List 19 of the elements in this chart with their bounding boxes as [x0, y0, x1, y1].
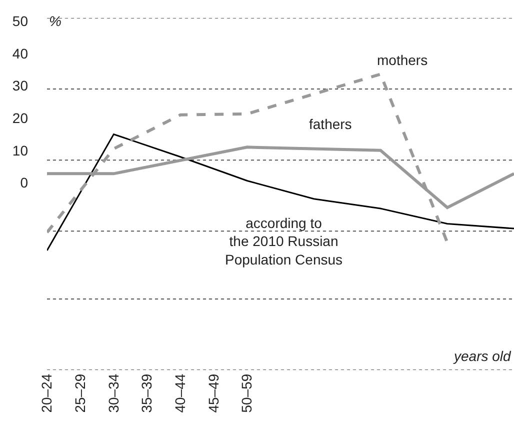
x-axis-title: years old [453, 348, 512, 364]
series-label: fathers [309, 116, 352, 132]
y-tick-label: 10 [12, 142, 28, 158]
y-tick-label: 50 [12, 13, 28, 30]
y-tick-label: 40 [12, 45, 28, 62]
x-tick-label: 45–49 [205, 374, 222, 413]
x-tick-label: 25–29 [72, 374, 88, 413]
x-tick-label: 30–34 [105, 374, 122, 413]
line-series [47, 134, 514, 252]
x-tick-label: 40–44 [172, 374, 188, 413]
y-tick-label: 0 [20, 174, 28, 191]
x-tick-label: 20–24 [38, 374, 55, 413]
series-label: mothers [377, 52, 428, 68]
x-tick-label: 50–59 [238, 374, 255, 413]
series-label: according to the 2010 Russian Population Census [225, 215, 343, 268]
y-tick-label: 30 [12, 78, 28, 94]
y-tick-label: 20 [12, 110, 28, 126]
y-axis-title: % [49, 13, 62, 29]
x-tick-label: 35–39 [138, 374, 155, 413]
